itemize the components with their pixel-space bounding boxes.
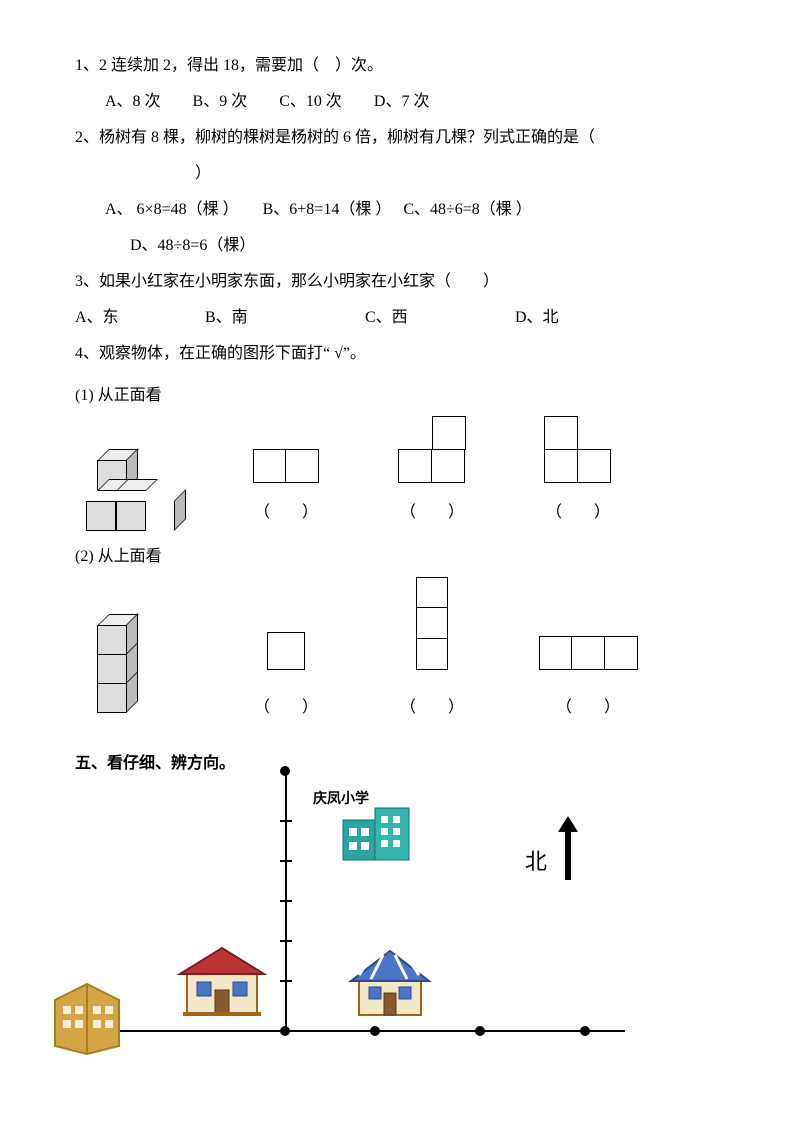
q4-text: 4、观察物体，在正确的图形下面打“ √”。: [75, 338, 720, 370]
q3-optD: D、北: [515, 302, 559, 334]
q2-options2: D、48÷8=6（棵）: [75, 230, 720, 262]
axis-vertical: [285, 770, 287, 1035]
q4-v2-optA: [267, 632, 305, 670]
q4-blank: （ ）: [400, 497, 464, 529]
tick: [280, 820, 292, 822]
axis-dot: [370, 1026, 380, 1036]
direction-map: 庆凤小学 北: [75, 770, 635, 1050]
cube3d-figure-2: [97, 614, 187, 724]
q4-sub1: (1) 从正面看: [75, 380, 720, 412]
q3-optC: C、西: [365, 302, 515, 334]
q4-v1-optB: [398, 416, 466, 483]
axis-dot: [475, 1026, 485, 1036]
q4-sub2: (2) 从上面看: [75, 541, 720, 573]
q4-v2-optB: [416, 577, 448, 670]
q1-text: 1、2 连续加 2，得出 18，需要加（ ）次。: [75, 50, 720, 82]
corner-building-icon: [45, 980, 130, 1055]
north-label: 北: [525, 840, 547, 884]
q4-blank: （ ）: [546, 497, 610, 529]
q2-options1: A、 6×8=48（棵 ） B、6+8=14（棵 ） C、48÷6=8（棵 ）: [75, 194, 720, 226]
axis-dot: [580, 1026, 590, 1036]
q4-v1-optC: [544, 416, 612, 483]
tick: [280, 900, 292, 902]
q3-text: 3、如果小红家在小明家东面，那么小明家在小红家（ ）: [75, 266, 720, 298]
q4-v2-optC: [539, 636, 638, 670]
q2-text: 2、杨树有 8 棵，柳树的棵树是杨树的 6 倍，柳树有几棵？列式正确的是（: [75, 122, 720, 154]
q2-close: ）: [75, 158, 720, 190]
tick: [280, 980, 292, 982]
school-building-icon: [335, 800, 415, 865]
q4-view2-row: （ ） （ ） （ ）: [75, 577, 720, 724]
q4-blank: （ ）: [556, 692, 620, 724]
q4-view1-row: （ ） （ ） （ ）: [75, 416, 720, 529]
cube3d-figure-1: [97, 449, 187, 529]
tick: [280, 940, 292, 942]
q1-options: A、8 次 B、9 次 C、10 次 D、7 次: [75, 86, 720, 118]
q4-blank: （ ）: [254, 497, 318, 529]
q4-v1-optA: [253, 449, 320, 483]
house-icon: [175, 940, 270, 1020]
q4-blank: （ ）: [254, 692, 318, 724]
q3-optB: B、南: [205, 302, 365, 334]
striped-house-icon: [345, 945, 435, 1020]
axis-dot: [280, 766, 290, 776]
q3-optA: A、东: [75, 302, 205, 334]
tick: [280, 860, 292, 862]
axis-dot: [280, 1026, 290, 1036]
north-arrow-icon: [565, 830, 571, 880]
q4-blank: （ ）: [400, 692, 464, 724]
